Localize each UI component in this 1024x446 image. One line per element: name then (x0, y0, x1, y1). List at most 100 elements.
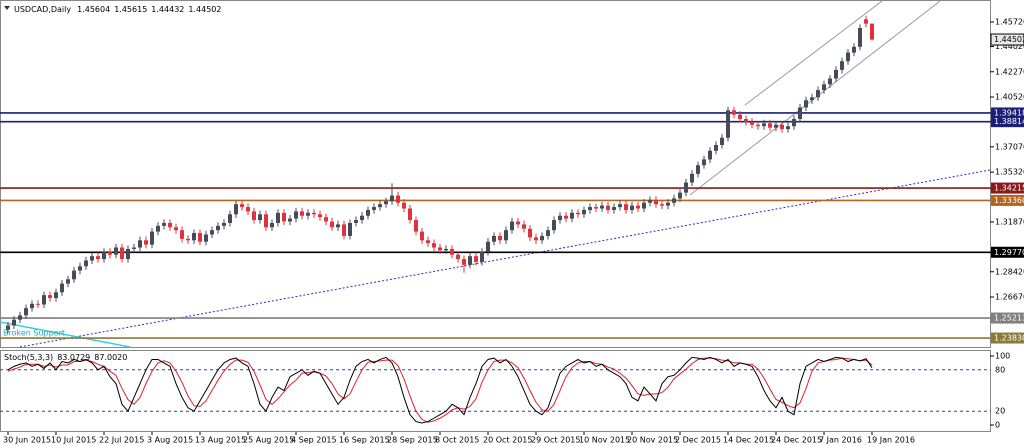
level-label: 1.25213 (994, 314, 1024, 323)
level-label: 1.39418 (994, 108, 1024, 117)
candle-body (6, 325, 10, 330)
stoch-tick-label: 20 (995, 407, 1005, 416)
candle-body (24, 308, 28, 316)
stoch-main-last: 83.0729 (57, 353, 90, 362)
candle-body (612, 207, 616, 210)
candle-body (648, 199, 652, 203)
x-tick-label: 10 Nov 2015 (579, 436, 630, 445)
candle-body (738, 114, 742, 119)
candle-body (66, 279, 70, 284)
candle-body (60, 283, 64, 293)
channel-line (689, 0, 941, 196)
candle-body (156, 225, 160, 232)
y-tick-label: 1.44020 (995, 42, 1024, 51)
candle-body (186, 238, 190, 241)
x-tick-label: 19 Jan 2016 (867, 436, 915, 445)
level-box (991, 312, 1024, 324)
candle-body (744, 118, 748, 122)
candle-body (84, 260, 88, 267)
candle-body (858, 28, 862, 47)
candle-body (354, 220, 358, 223)
chart-header: USDCAD,Daily 1.45604 1.45615 1.44432 1.44502 (14, 5, 221, 14)
candle-body (198, 233, 202, 242)
candle-body (432, 243, 436, 248)
candle-body (192, 233, 196, 241)
candle-body (840, 61, 844, 70)
stoch-tick-label: 80 (995, 365, 1005, 374)
candle-body (534, 237, 538, 241)
candle-body (18, 315, 22, 320)
stoch-signal (7, 357, 873, 423)
candle-body (666, 202, 670, 206)
candle-body (54, 292, 58, 299)
x-tick-label: 3 Aug 2015 (147, 436, 193, 445)
candle-body (324, 217, 328, 222)
candle-body (342, 224, 346, 236)
candle-body (732, 110, 736, 115)
candle-body (630, 205, 634, 210)
level-box (991, 182, 1024, 194)
candle-body (486, 241, 490, 252)
level-box (991, 246, 1024, 258)
candle-body (522, 224, 526, 229)
candle-body (96, 256, 100, 260)
candle-body (582, 209, 586, 215)
candle-body (270, 222, 274, 228)
candle-body (252, 211, 256, 221)
candle-body (288, 218, 292, 222)
level-label: 1.38814 (994, 117, 1024, 126)
broken-support-line (0, 321, 131, 348)
candle-body (804, 100, 808, 108)
y-tick-label: 1.31870 (995, 217, 1024, 226)
candle-body (528, 228, 532, 238)
y-tick-label: 1.37070 (995, 142, 1024, 151)
candle-body (48, 295, 52, 299)
stoch-main (7, 356, 873, 424)
candle-body (408, 208, 412, 221)
candle-body (264, 214, 268, 228)
candle-body (606, 205, 610, 210)
candle-body (366, 209, 370, 216)
candle-body (294, 211, 298, 219)
price-label: 1.44502 (994, 35, 1024, 44)
candle-body (360, 215, 364, 221)
menu-arrow (4, 6, 10, 10)
candle-body (834, 69, 838, 79)
candle-body (816, 90, 820, 98)
candle-body (762, 123, 766, 127)
candle-body (726, 110, 730, 138)
candle-body (300, 211, 304, 216)
candle-body (174, 227, 178, 231)
candle-body (864, 19, 868, 24)
candle-body (162, 222, 166, 226)
candle-body (204, 234, 208, 242)
candle-body (474, 256, 478, 262)
candle-body (30, 303, 34, 309)
candle-body (210, 230, 214, 235)
candle-body (150, 231, 154, 245)
candle-body (114, 247, 118, 255)
candle-body (774, 124, 778, 128)
y-tick-label: 1.45720 (995, 17, 1024, 26)
level-box (991, 107, 1024, 119)
y-tick-label: 1.26670 (995, 293, 1024, 302)
y-tick-label: 1.42270 (995, 67, 1024, 76)
candle-body (558, 215, 562, 221)
x-tick-label: 2 Dec 2015 (675, 436, 721, 445)
symbol: USDCAD,Daily (14, 5, 71, 14)
candle-body (72, 270, 76, 280)
candle-body (120, 247, 124, 260)
x-tick-label: 25 Aug 2015 (243, 436, 294, 445)
stoch-signal-last: 87.0020 (94, 353, 127, 362)
candle-body (660, 204, 664, 206)
candle-body (138, 240, 142, 248)
candle-body (276, 212, 280, 223)
candle-body (684, 182, 688, 193)
stoch-tick-label: 100 (995, 352, 1010, 361)
candle-body (336, 224, 340, 228)
candle-body (810, 97, 814, 101)
level-box (991, 116, 1024, 128)
candle-body (828, 78, 832, 85)
candle-body (246, 207, 250, 212)
x-tick-label: 13 Aug 2015 (195, 436, 246, 445)
